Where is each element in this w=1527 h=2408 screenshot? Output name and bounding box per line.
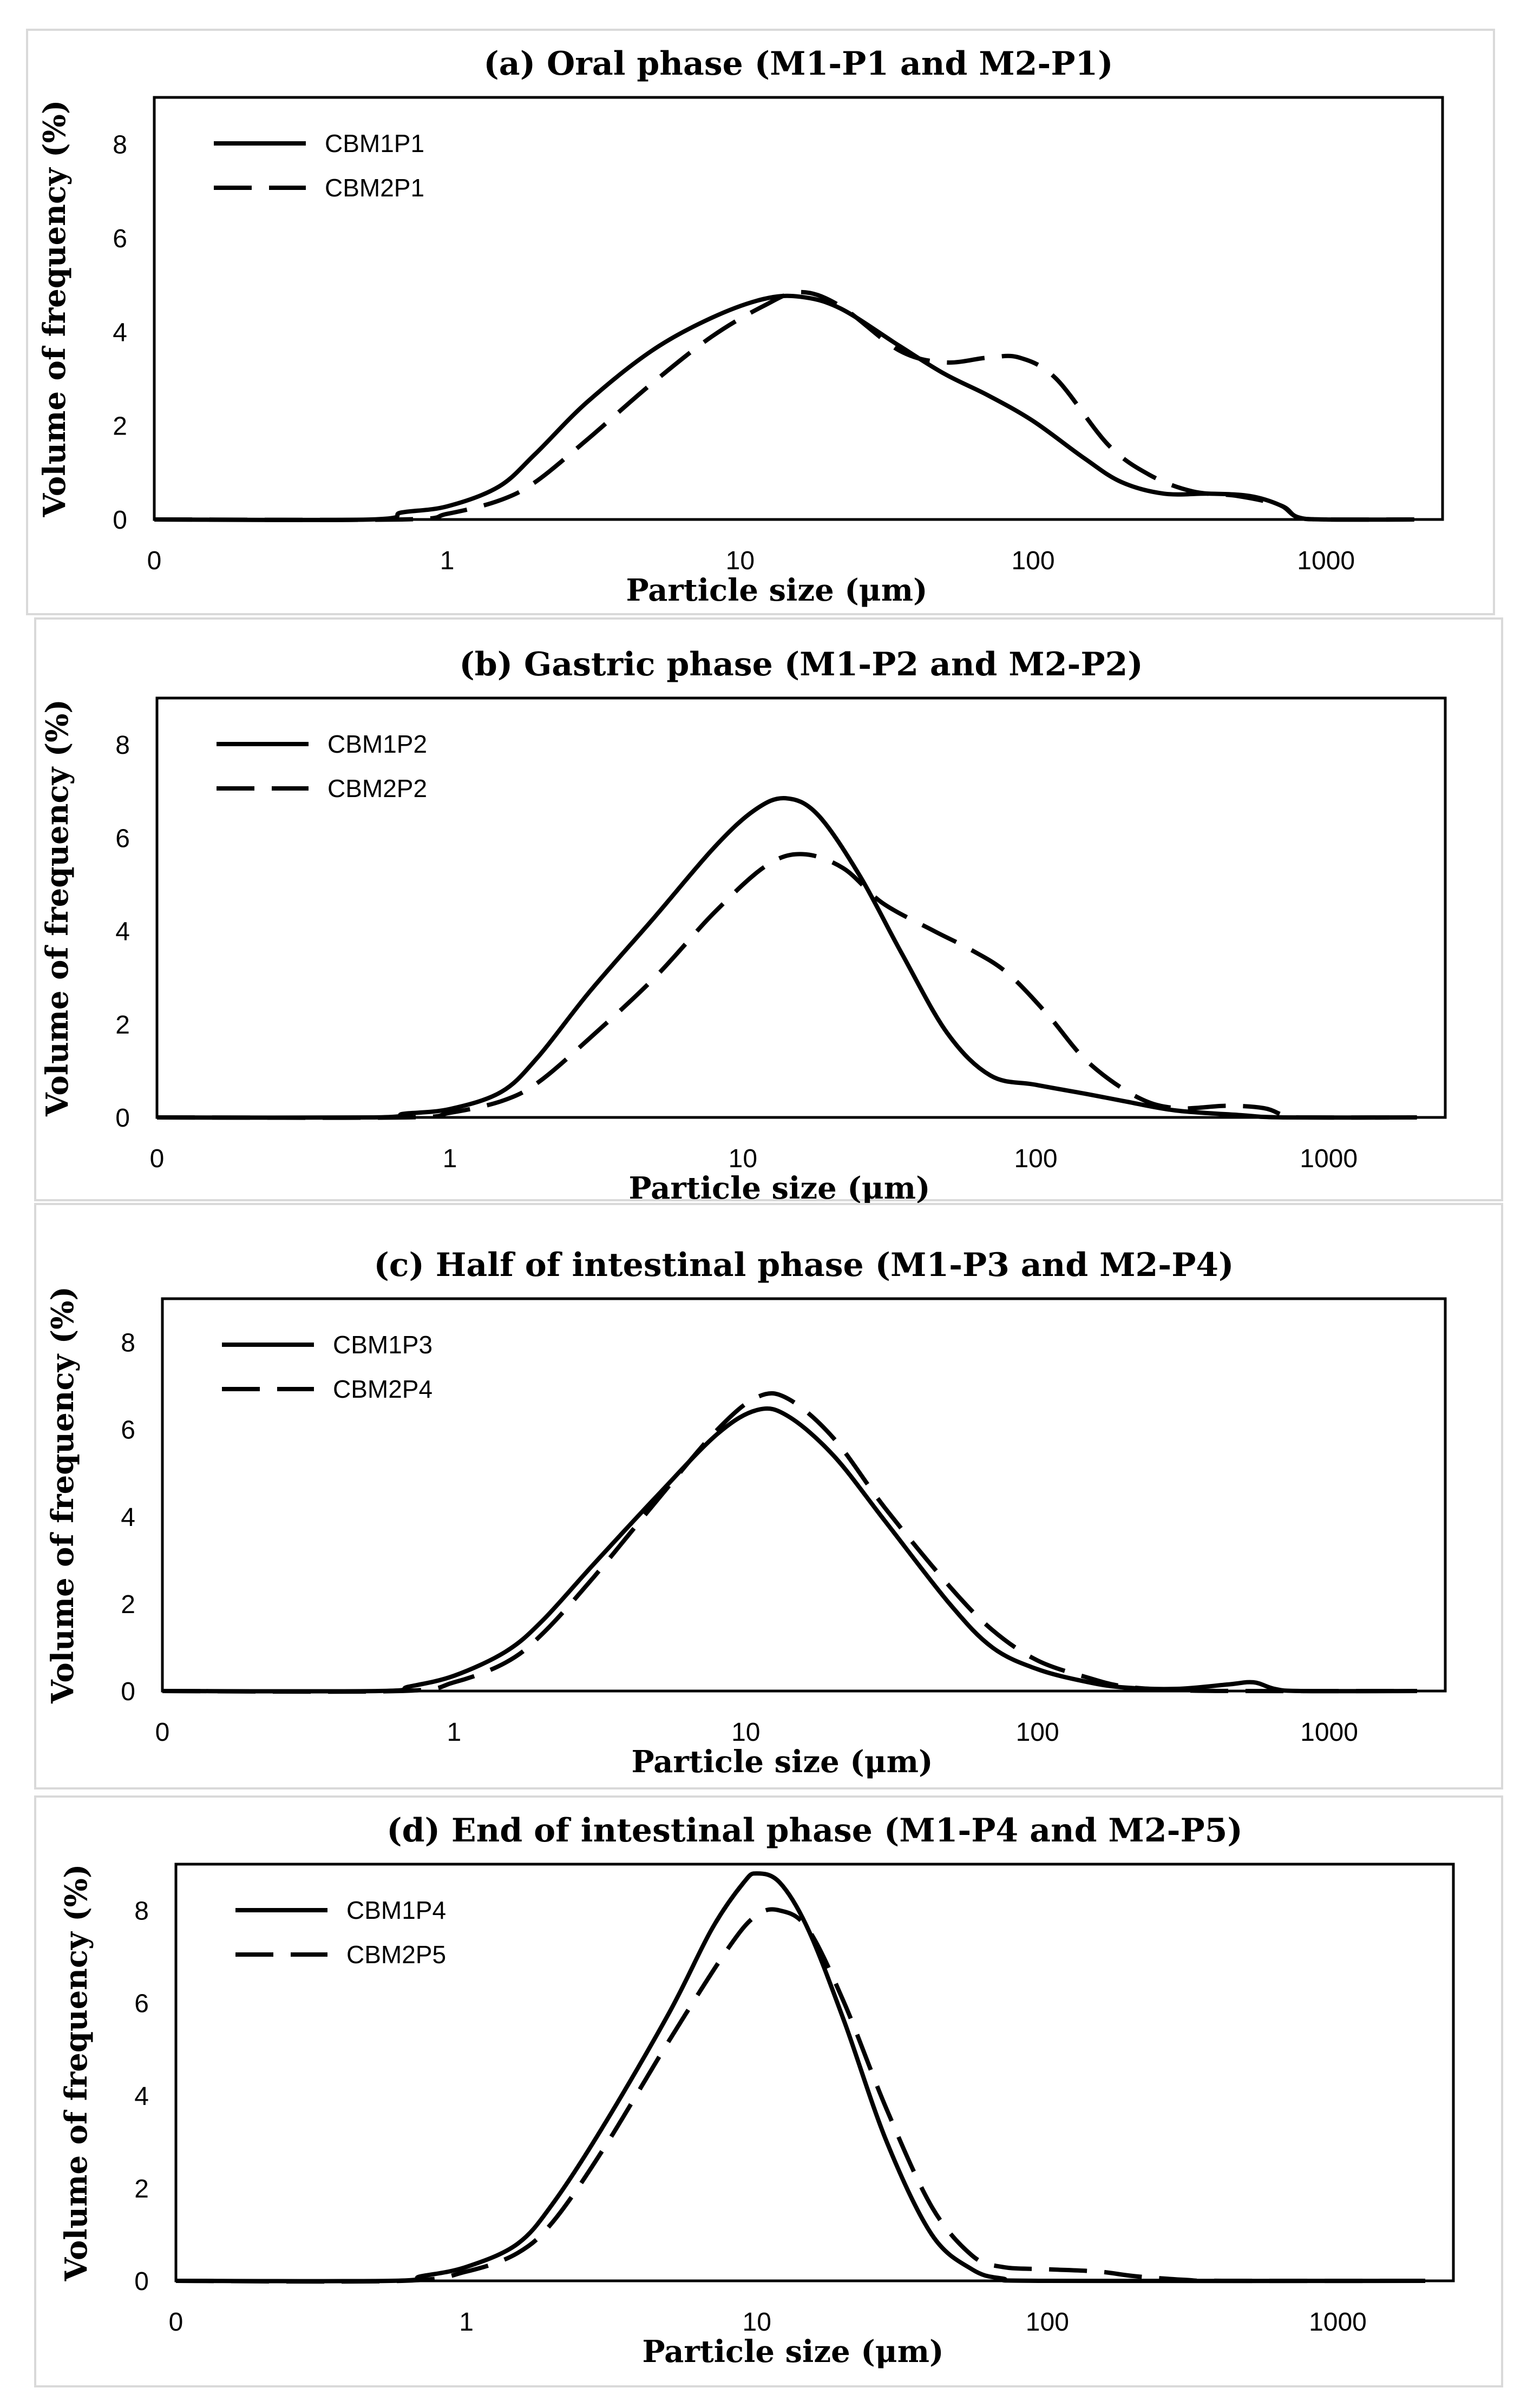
x-tick-label: 1 (443, 1144, 457, 1173)
legend-label: CBM1P2 (327, 730, 427, 758)
y-tick-label: 6 (113, 225, 127, 253)
y-axis-label: Volume of frequency (%) (40, 699, 75, 1117)
y-tick-label: 4 (115, 918, 130, 946)
x-tick-label: 100 (1016, 1718, 1059, 1747)
y-tick-label: 6 (134, 1990, 149, 2018)
x-tick-label: 10 (743, 2308, 771, 2337)
x-axis-label: Particle size (μm) (626, 573, 928, 608)
y-tick-label: 2 (113, 412, 127, 441)
x-tick-label: 100 (1026, 2308, 1069, 2337)
chart-panel-2: (b) Gastric phase (M1-P2 and M2-P2) 0 2 4 6 8… (34, 617, 1503, 1206)
x-tick-label: 1000 (1297, 547, 1355, 575)
legend-label: CBM2P4 (333, 1375, 432, 1403)
chart-title: (c) Half of intestinal phase (M1-P3 and … (374, 1246, 1234, 1284)
chart-frame (34, 1203, 1503, 1789)
chart-title: (d) End of intestinal phase (M1-P4 and M… (386, 1812, 1242, 1850)
series-line-CBM1P3 (162, 1406, 1417, 1694)
chart-panel-1: (a) Oral phase (M1-P1 and M2-P1) 0 2 4 6 8 0 1 1… (26, 29, 1495, 615)
x-axis-label: Particle size (μm) (629, 1170, 930, 1206)
y-axis-label: Volume of frequency (%) (45, 1286, 81, 1704)
legend-label: CBM2P1 (325, 174, 424, 202)
y-axis-label: Volume of frequency (%) (58, 1864, 94, 2282)
y-tick-label: 6 (121, 1416, 135, 1445)
y-tick-label: 0 (134, 2267, 149, 2296)
y-tick-label: 2 (115, 1011, 130, 1039)
legend-label: CBM2P2 (327, 774, 427, 802)
x-tick-label: 1 (459, 2308, 474, 2337)
x-tick-label: 0 (155, 1718, 170, 1747)
y-tick-label: 0 (113, 506, 127, 535)
legend-label: CBM2P5 (346, 1940, 446, 1969)
chart-frame (34, 617, 1503, 1201)
legend-label: CBM1P1 (325, 129, 424, 157)
y-tick-label: 4 (134, 2082, 149, 2111)
x-tick-label: 1000 (1300, 1144, 1358, 1173)
x-tick-label: 0 (147, 547, 162, 575)
y-tick-label: 0 (115, 1104, 130, 1133)
chart-panel-3: (c) Half of intestinal phase (M1-P3 and … (34, 1203, 1503, 1789)
x-tick-label: 10 (726, 547, 755, 575)
x-tick-label: 0 (169, 2308, 183, 2337)
y-axis-label: Volume of frequency (%) (37, 100, 73, 518)
x-tick-label: 10 (731, 1718, 760, 1747)
series-line-CBM2P1 (154, 290, 1414, 522)
y-tick-label: 6 (115, 824, 130, 853)
chart-title: (a) Oral phase (M1-P1 and M2-P1) (483, 45, 1113, 83)
series-line-CBM2P2 (156, 852, 1417, 1120)
chart-frame (26, 29, 1495, 615)
x-tick-label: 1 (447, 1718, 462, 1747)
chart-title: (b) Gastric phase (M1-P2 and M2-P2) (459, 646, 1143, 683)
x-tick-label: 10 (729, 1144, 757, 1173)
y-tick-label: 8 (134, 1897, 149, 1926)
plot-area (155, 696, 1447, 1119)
y-tick-label: 8 (115, 731, 130, 760)
chart-frame (34, 1795, 1503, 2387)
x-axis-label: Particle size (μm) (632, 1744, 933, 1780)
x-tick-label: 0 (150, 1144, 165, 1173)
plot-area (153, 96, 1444, 521)
x-tick-label: 100 (1011, 547, 1054, 575)
plot-area (174, 1863, 1455, 2282)
y-tick-label: 4 (121, 1503, 135, 1532)
y-tick-label: 2 (134, 2175, 149, 2203)
x-tick-label: 100 (1014, 1144, 1057, 1173)
plot-area (161, 1297, 1447, 1693)
y-tick-label: 0 (121, 1677, 135, 1706)
y-tick-label: 2 (121, 1590, 135, 1619)
y-tick-label: 4 (113, 318, 127, 347)
x-axis-label: Particle size (μm) (643, 2334, 944, 2370)
legend-label: CBM1P4 (346, 1896, 446, 1924)
chart-panel-4: (d) End of intestinal phase (M1-P4 and M… (34, 1795, 1503, 2387)
x-tick-label: 1000 (1309, 2308, 1367, 2337)
y-tick-label: 8 (121, 1329, 135, 1358)
x-tick-label: 1000 (1300, 1718, 1358, 1747)
series-line-CBM1P2 (156, 796, 1417, 1120)
series-line-CBM1P4 (175, 1871, 1426, 2284)
legend-label: CBM1P3 (333, 1331, 432, 1359)
x-tick-label: 1 (440, 547, 455, 575)
series-line-CBM2P5 (175, 1907, 1426, 2284)
y-tick-label: 8 (113, 131, 127, 160)
